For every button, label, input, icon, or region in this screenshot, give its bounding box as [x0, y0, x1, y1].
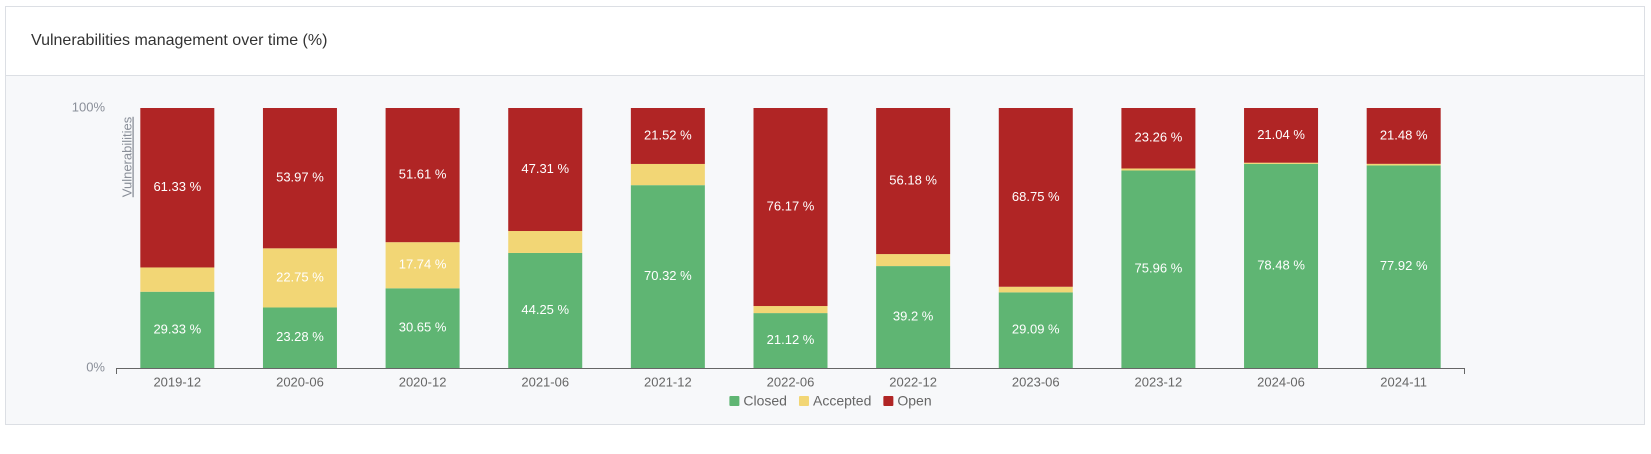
- x-tick-label: 2022-12: [889, 374, 937, 389]
- y-tick-label: 100%: [72, 99, 106, 114]
- bar-segment: [1244, 108, 1319, 163]
- bar-segment: [630, 108, 705, 164]
- data-label: 56.18 %: [889, 172, 937, 187]
- bar-segment: [262, 307, 337, 368]
- y-tick-label: 0%: [86, 359, 105, 374]
- bar-segment: [876, 108, 951, 255]
- bar-segment: [140, 267, 215, 292]
- data-label: 22.75 %: [276, 269, 324, 284]
- bar-segment: [262, 248, 337, 308]
- legend-label[interactable]: Open: [897, 393, 931, 409]
- bar-segment: [385, 242, 460, 289]
- card-header: [6, 7, 1644, 75]
- x-tick-label: 2021-12: [644, 374, 692, 389]
- x-tick-label: 2024-11: [1380, 374, 1427, 389]
- data-label: 21.52 %: [644, 127, 692, 142]
- legend-swatch[interactable]: [883, 396, 894, 406]
- legend-label[interactable]: Closed: [743, 393, 787, 409]
- bar-segment: [1244, 163, 1319, 368]
- y-axis-label: Vulnerabilities: [119, 116, 134, 197]
- data-label: 68.75 %: [1012, 189, 1060, 204]
- chart-title: Vulnerabilities management over time (%): [31, 32, 327, 49]
- data-label: 47.31 %: [521, 161, 569, 176]
- x-tick-label: 2022-06: [767, 374, 815, 389]
- bar-segment: [876, 266, 951, 368]
- legend-swatch[interactable]: [798, 396, 809, 406]
- bar-segment: [385, 108, 460, 243]
- bar-segment: [1244, 162, 1319, 164]
- data-label: 21.04 %: [1257, 127, 1305, 142]
- bar-segment: [140, 108, 215, 268]
- data-label: 53.97 %: [276, 170, 324, 185]
- data-label: 29.33 %: [153, 321, 201, 336]
- data-label: 21.12 %: [767, 332, 815, 347]
- x-tick-label: 2023-06: [1012, 374, 1060, 389]
- data-label: 51.61 %: [399, 167, 447, 182]
- data-label: 78.48 %: [1257, 257, 1305, 272]
- x-tick-label: 2023-12: [1135, 374, 1183, 389]
- x-tick-label: 2024-06: [1257, 374, 1305, 389]
- legend-label[interactable]: Accepted: [813, 393, 871, 409]
- x-tick-label: 2020-06: [276, 374, 324, 389]
- bar-segment: [753, 108, 828, 307]
- bar-segment: [876, 254, 951, 267]
- data-label: 76.17 %: [767, 198, 815, 213]
- bar-segment: [508, 252, 583, 368]
- bar-segment: [262, 108, 337, 249]
- bar-segment: [998, 286, 1073, 293]
- data-label: 30.65 %: [399, 320, 447, 335]
- bar-segment: [1366, 108, 1441, 164]
- data-label: 70.32 %: [644, 268, 692, 283]
- data-label: 29.09 %: [1012, 322, 1060, 337]
- bar-segment: [1121, 108, 1196, 169]
- bar-segment: [140, 291, 215, 368]
- bar-segment: [385, 288, 460, 368]
- bar-segment: [508, 231, 583, 253]
- data-label: 77.92 %: [1380, 258, 1428, 273]
- data-label: 61.33 %: [153, 179, 201, 194]
- bar-segment: [753, 306, 828, 314]
- data-label: 17.74 %: [399, 257, 447, 272]
- x-tick-label: 2019-12: [153, 374, 201, 389]
- bar-segment: [998, 108, 1073, 287]
- data-label: 21.48 %: [1380, 127, 1428, 142]
- data-label: 23.28 %: [276, 329, 324, 344]
- bar-segment: [630, 185, 705, 368]
- bar-segment: [630, 163, 705, 186]
- bar-segment: [1366, 165, 1441, 368]
- x-tick-label: 2020-12: [399, 374, 447, 389]
- bar-segment: [1121, 168, 1196, 171]
- data-label: 39.2 %: [893, 308, 934, 323]
- bar-segment: [998, 292, 1073, 368]
- legend-swatch[interactable]: [729, 396, 740, 406]
- x-tick-label: 2021-06: [521, 374, 569, 389]
- bar-segment: [1121, 170, 1196, 368]
- bar-segment: [508, 108, 583, 232]
- data-label: 23.26 %: [1135, 130, 1183, 145]
- bar-segment: [753, 313, 828, 368]
- data-label: 44.25 %: [521, 302, 569, 317]
- data-label: 75.96 %: [1135, 261, 1183, 276]
- bar-segment: [1366, 163, 1441, 166]
